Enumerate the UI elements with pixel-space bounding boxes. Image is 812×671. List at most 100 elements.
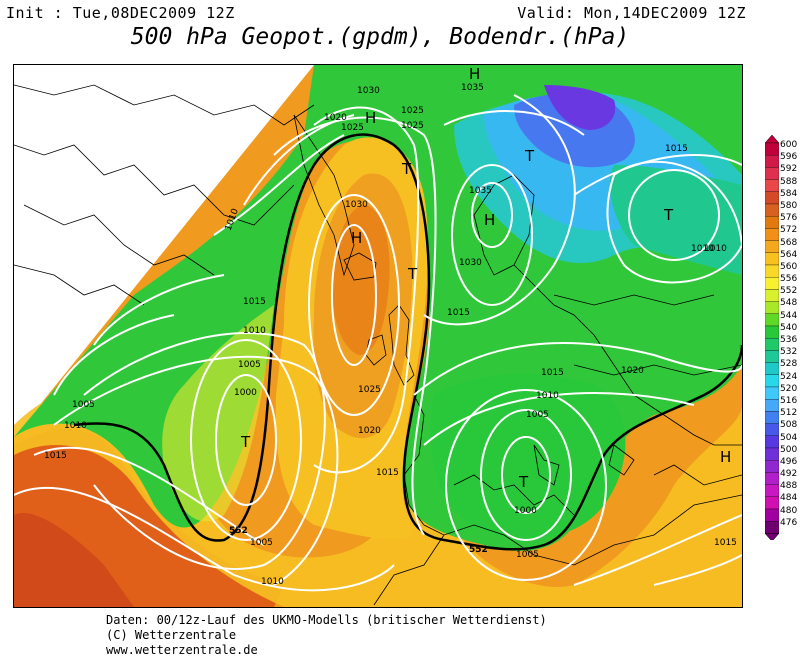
- footer-data-source: Daten: 00/12z-Lauf des UKMO-Modells (bri…: [106, 613, 547, 627]
- init-time: Init : Tue,08DEC2009 12Z: [6, 4, 235, 22]
- colorbar-label: 476: [780, 517, 798, 528]
- pressure-label: 1010: [704, 244, 727, 254]
- colorbar-swatch: [764, 167, 780, 180]
- colorbar-label: 544: [780, 310, 798, 321]
- isobars: [14, 94, 742, 592]
- low-center: T: [407, 265, 418, 283]
- colorbar-label: 584: [780, 188, 798, 199]
- weather-map: 1030 1020 1025 1025 1035 1035 1030 1025 …: [13, 64, 743, 608]
- pressure-label: 1015: [447, 308, 470, 318]
- pressure-label: 1005: [526, 410, 549, 420]
- colorbar-labels: 600 596 592 588 584 580 576 572 568 564 560 556 552 5…: [780, 139, 797, 529]
- colorbar-swatch: [764, 289, 780, 302]
- colorbar-swatch: [764, 496, 780, 510]
- pressure-label: 1010: [536, 391, 559, 401]
- colorbar-label: 596: [780, 152, 798, 163]
- pressure-label: 1015: [714, 538, 737, 548]
- map-canvas: 1030 1020 1025 1025 1035 1035 1030 1025 …: [14, 65, 742, 607]
- high-center: H: [365, 109, 376, 127]
- colorbar-swatch: [764, 362, 780, 375]
- colorbar-label: 488: [780, 481, 798, 492]
- colorbar-swatch: [764, 325, 780, 339]
- pressure-label: 1015: [541, 368, 564, 378]
- pressure-label: 1025: [401, 121, 424, 131]
- low-center: T: [240, 433, 251, 451]
- pressure-label: 1005: [250, 538, 273, 548]
- colorbar-swatch: [764, 179, 780, 192]
- colorbar-label: 580: [780, 200, 798, 211]
- colorbar-swatch: [764, 252, 780, 266]
- colorbar-label: 572: [780, 225, 798, 236]
- colorbar-swatch: [764, 484, 780, 497]
- pressure-label: 1010: [261, 577, 284, 587]
- colorbar-swatch: [764, 460, 780, 473]
- chart-title: 500 hPa Geopot.(gpdm), Bodendr.(hPa): [130, 24, 630, 50]
- pressure-label: 552: [469, 545, 488, 555]
- colorbar-swatch: [764, 374, 780, 388]
- pressure-label: 552: [229, 526, 248, 536]
- colorbar-swatch: [764, 399, 780, 412]
- footer: Daten: 00/12z-Lauf des UKMO-Modells (bri…: [106, 613, 547, 658]
- colorbar-label: 532: [780, 347, 798, 358]
- high-center: H: [484, 211, 495, 229]
- colorbar-label: 512: [780, 408, 798, 419]
- colorbar-swatch: [764, 521, 780, 534]
- colorbar-swatch: [764, 142, 780, 156]
- colorbar-label: 528: [780, 359, 798, 370]
- colorbar-label: 480: [780, 505, 798, 516]
- colorbar-scale: [764, 134, 780, 542]
- pressure-centers: H H H H H T T T T T T: [240, 65, 731, 491]
- colorbar-label: 536: [780, 335, 798, 345]
- pressure-label: 1030: [357, 86, 380, 96]
- colorbar-label: 492: [780, 469, 798, 480]
- low-center: T: [663, 206, 674, 224]
- colorbar-label: 556: [780, 274, 798, 285]
- pressure-label: 1030: [459, 258, 482, 268]
- contour-552: [73, 133, 742, 551]
- pressure-label: 1025: [358, 385, 381, 395]
- colorbar-label: 564: [780, 249, 798, 260]
- pressure-label: 1005: [516, 550, 539, 560]
- colorbar-swatch: [764, 264, 780, 278]
- colorbar-label: 560: [780, 261, 798, 272]
- field-med-low: [430, 374, 626, 539]
- pressure-label: 1035: [461, 83, 484, 93]
- pressure-label: 1030: [345, 200, 368, 210]
- pressure-label: 1010: [64, 421, 87, 431]
- colorbar-label: 500: [780, 444, 798, 455]
- colorbar-swatch: [764, 350, 780, 363]
- colorbar-swatch: [764, 301, 780, 314]
- colorbar-swatch: [764, 313, 780, 327]
- low-center: T: [524, 147, 535, 165]
- low-center: T: [401, 160, 412, 178]
- colorbar-swatch: [764, 423, 780, 436]
- footer-website[interactable]: www.wetterzentrale.de: [106, 643, 258, 657]
- pressure-label: 1020: [358, 426, 381, 436]
- colorbar-swatch: [764, 447, 780, 461]
- colorbar-label: 568: [780, 237, 798, 248]
- colorbar-swatch: [764, 435, 780, 449]
- pressure-label: 1010: [243, 326, 266, 336]
- pressure-label: 1035: [469, 186, 492, 196]
- colorbar-swatch: [764, 240, 780, 253]
- colorbar-label: 484: [780, 493, 798, 504]
- pressure-label: 1000: [514, 506, 537, 516]
- colorbar-swatch: [764, 508, 780, 522]
- colorbar-swatch: [764, 277, 780, 290]
- colorbar-label: 508: [780, 420, 798, 431]
- colorbar-label: 524: [780, 371, 798, 382]
- colorbar-label: 600: [780, 140, 798, 150]
- pressure-label: 1015: [44, 451, 67, 461]
- colorbar-swatch: [764, 155, 780, 168]
- pressure-label: 1000: [234, 388, 257, 398]
- colorbar-label: 516: [780, 395, 798, 406]
- colorbar-label: 496: [780, 456, 798, 467]
- colorbar-label: 592: [780, 164, 798, 175]
- pressure-label: 1015: [665, 144, 688, 154]
- colorbar-label: 576: [780, 213, 798, 224]
- colorbar-swatch: [764, 411, 780, 424]
- pressure-label: 1015: [376, 468, 399, 478]
- high-center: H: [469, 65, 480, 83]
- pressure-label: 1005: [72, 400, 95, 410]
- high-center: H: [351, 229, 362, 247]
